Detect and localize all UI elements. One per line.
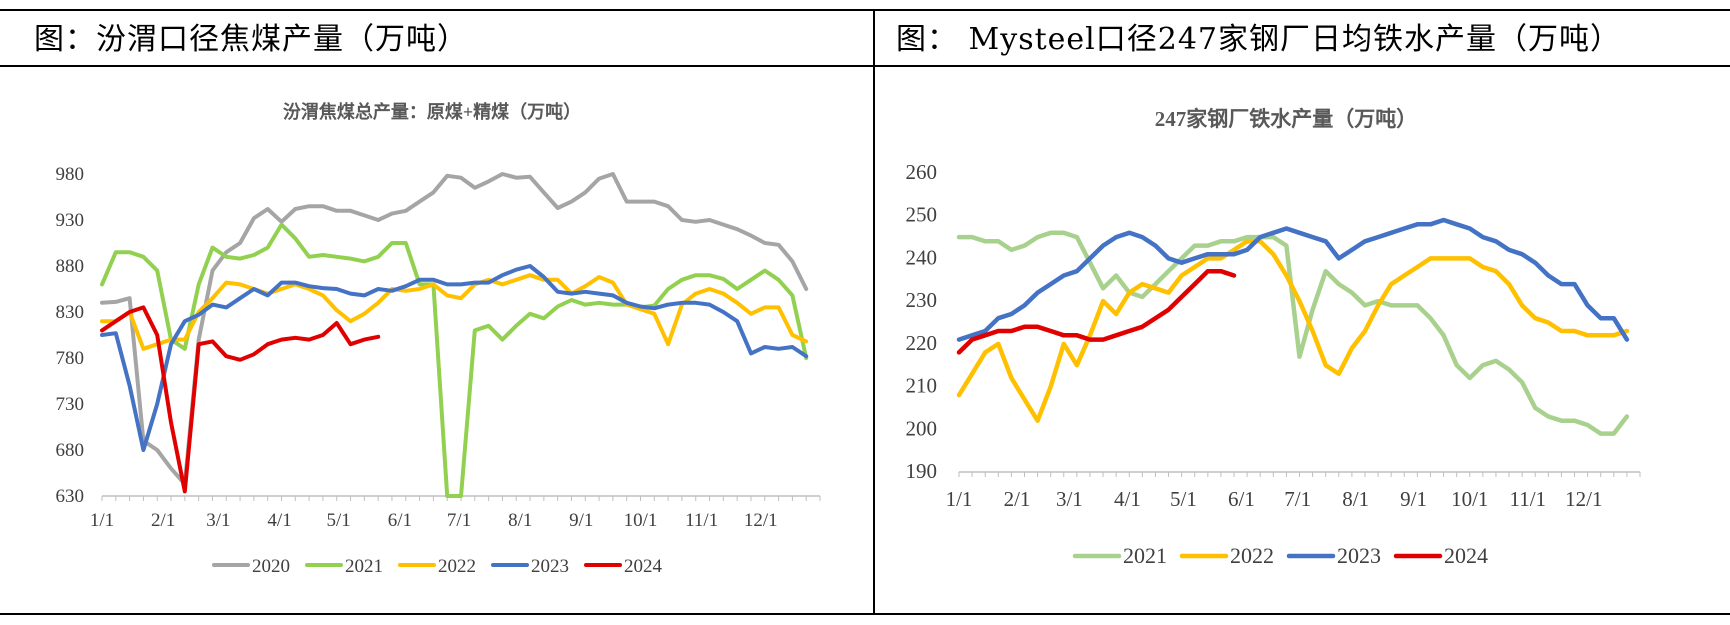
x-tick-label: 7/1 (1284, 487, 1311, 511)
chart-title: 247家钢厂铁水产量（万吨） (1155, 107, 1418, 131)
x-tick-label: 9/1 (569, 510, 593, 531)
x-tick-label: 11/1 (685, 510, 718, 531)
x-tick-label: 12/1 (1565, 487, 1602, 511)
hot-metal-output-chart: 247家钢厂铁水产量（万吨） 190 200 210 220 230 240 250 260 1… (906, 107, 1641, 568)
y-tick-label: 230 (906, 288, 938, 312)
coking-coal-output-chart: 汾渭焦煤总产量：原煤+精煤（万吨） 630 680 730 780 830 880 930 9… (56, 101, 821, 577)
x-tick-label: 2/1 (151, 510, 175, 531)
series-line-2021 (100, 222, 809, 498)
series-line-2024 (100, 305, 381, 494)
series-line-2020 (100, 172, 809, 486)
x-tick-label: 3/1 (206, 510, 230, 531)
legend-label-2024: 2024 (1444, 543, 1488, 568)
series-line-2024 (956, 268, 1237, 355)
y-tick-label: 630 (56, 486, 85, 507)
x-tick-label: 4/1 (1114, 487, 1141, 511)
y-tick-label: 880 (56, 256, 85, 277)
y-tick-label: 980 (56, 164, 85, 185)
series-line-2023 (956, 217, 1630, 342)
legend-label-2022: 2022 (1230, 543, 1274, 568)
x-tick-label: 6/1 (1228, 487, 1255, 511)
y-tick-label: 830 (56, 302, 85, 323)
x-tick-label: 1/1 (90, 510, 114, 531)
series-line-2023 (100, 264, 809, 452)
legend-label-2024: 2024 (624, 556, 663, 577)
x-tick-label: 9/1 (1400, 487, 1427, 511)
x-tick-label: 12/1 (744, 510, 778, 531)
x-tick-label: 2/1 (1004, 487, 1031, 511)
y-tick-label: 190 (906, 459, 938, 483)
y-tick-label: 220 (906, 331, 938, 355)
x-tick-label: 5/1 (1170, 487, 1197, 511)
y-tick-label: 250 (906, 203, 938, 227)
y-tick-label: 240 (906, 245, 938, 269)
right-panel-title: 图： Mysteel口径247家钢厂日均铁水产量（万吨） (896, 22, 1622, 57)
legend-label-2021: 2021 (345, 556, 383, 577)
legend-label-2023: 2023 (531, 556, 569, 577)
legend-label-2021: 2021 (1123, 543, 1167, 568)
x-tick-label: 8/1 (508, 510, 532, 531)
x-tick-label: 10/1 (1451, 487, 1488, 511)
x-tick-label: 10/1 (624, 510, 658, 531)
x-tick-label: 8/1 (1342, 487, 1369, 511)
x-tick-label: 3/1 (1056, 487, 1083, 511)
y-tick-label: 730 (56, 394, 85, 415)
chart-title: 汾渭焦煤总产量：原煤+精煤（万吨） (283, 101, 581, 122)
left-panel-title: 图：汾渭口径焦煤产量（万吨） (34, 22, 468, 57)
x-tick-label: 6/1 (388, 510, 412, 531)
series-line-2022 (100, 273, 809, 351)
x-tick-label: 11/1 (1509, 487, 1546, 511)
y-tick-label: 200 (906, 416, 938, 440)
legend-label-2023: 2023 (1337, 543, 1381, 568)
x-tick-label: 7/1 (447, 510, 471, 531)
y-tick-label: 260 (906, 160, 938, 184)
y-tick-label: 780 (56, 348, 85, 369)
y-tick-label: 210 (906, 374, 938, 398)
x-tick-label: 1/1 (946, 487, 973, 511)
x-tick-label: 4/1 (267, 510, 291, 531)
legend-label-2020: 2020 (252, 556, 290, 577)
series-line-2021 (956, 230, 1630, 436)
y-tick-label: 930 (56, 210, 85, 231)
x-tick-label: 5/1 (327, 510, 351, 531)
series-line-2022 (956, 239, 1630, 423)
legend-label-2022: 2022 (438, 556, 476, 577)
y-tick-label: 680 (56, 440, 85, 461)
